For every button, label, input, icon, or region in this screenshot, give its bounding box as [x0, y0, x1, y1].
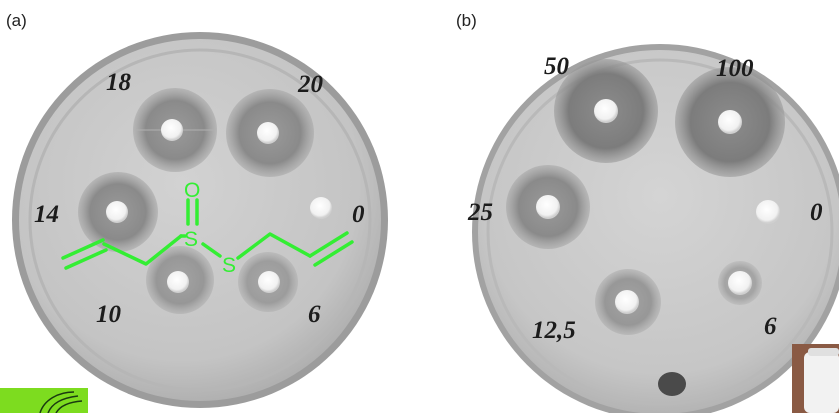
disc-0 — [310, 197, 332, 219]
conc-label-10: 10 — [96, 301, 122, 328]
corner-logo — [0, 388, 88, 413]
disc-0b — [756, 200, 780, 224]
conc-label-12-5: 12,5 — [532, 317, 576, 344]
conc-label-6b: 6 — [764, 313, 777, 340]
conc-label-0a: 0 — [352, 201, 365, 228]
disc-18 — [161, 119, 183, 141]
conc-label-6a: 6 — [308, 301, 321, 328]
disc-20 — [257, 122, 279, 144]
panel-b-label: (b) — [456, 11, 477, 30]
bond-left-double-1 — [61, 238, 105, 260]
plate-inner-ring-a — [28, 48, 372, 392]
panel-a-label: (a) — [6, 11, 27, 30]
dark-spot — [658, 372, 686, 396]
disc-6 — [258, 271, 280, 293]
bond-s-s — [201, 242, 222, 258]
atom-sulfur-1: S — [184, 228, 198, 251]
bond-right-double-1 — [308, 231, 349, 258]
logo-stroke-1 — [39, 391, 75, 413]
allicin-structure — [61, 198, 354, 270]
atom-sulfur-2: S — [222, 254, 236, 277]
conc-label-0b: 0 — [810, 199, 823, 226]
disc-6b — [728, 271, 752, 295]
disc-12-5 — [615, 290, 639, 314]
petri-dish-b: 50 100 25 0 12,5 6 — [467, 44, 839, 413]
bottle-fragment — [792, 344, 839, 413]
disc-10 — [167, 271, 189, 293]
conc-label-25: 25 — [467, 199, 493, 226]
bottle-cap — [808, 348, 839, 356]
disc-100 — [718, 110, 742, 134]
bond-left-double-2 — [64, 248, 108, 270]
bond-right-chain — [236, 232, 312, 260]
conc-label-50: 50 — [544, 53, 570, 80]
atom-oxygen: O — [184, 179, 200, 202]
disc-50 — [594, 99, 618, 123]
logo-stroke-2 — [47, 395, 79, 413]
bottle-body — [804, 352, 839, 413]
logo-background — [0, 388, 88, 413]
bond-right-double-2 — [313, 240, 354, 267]
conc-label-100: 100 — [716, 55, 754, 82]
conc-label-14: 14 — [34, 201, 59, 228]
plate-inner-ring-b — [486, 58, 834, 406]
disc-14 — [106, 201, 128, 223]
petri-dish-a: 18 20 14 0 10 6 — [12, 32, 388, 408]
bond-left-chain — [102, 234, 183, 266]
conc-label-20: 20 — [297, 71, 324, 98]
conc-label-18: 18 — [106, 69, 132, 96]
disc-25 — [536, 195, 560, 219]
agar-a — [19, 39, 381, 401]
logo-stroke-3 — [55, 400, 83, 413]
